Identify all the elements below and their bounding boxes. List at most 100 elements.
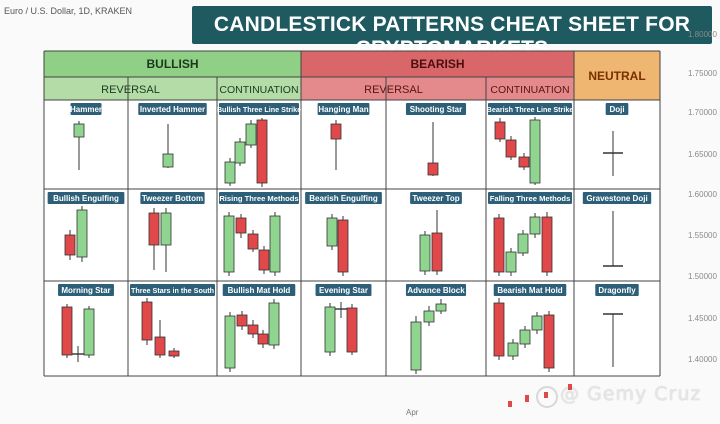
pattern-label-bg: [222, 284, 296, 296]
pattern-label: Shooting Star: [410, 105, 462, 114]
bullish-candle: [245, 123, 257, 146]
bear-continuation-label: CONTINUATION: [490, 84, 569, 96]
bullish-candle: [529, 216, 541, 235]
price-tick: 1.80000: [688, 30, 717, 39]
bullish-candle: [505, 251, 517, 273]
bullish-candle: [529, 119, 541, 184]
pattern-label-bg: [488, 103, 572, 115]
bull-reversal-label: REVERSAL: [101, 84, 160, 96]
price-tick: 1.70000: [688, 108, 717, 117]
pattern-label: Three Stars in the South: [131, 286, 214, 295]
background-candle: [525, 395, 529, 402]
pattern-label: Inverted Hammer: [140, 105, 205, 114]
pattern-label: Morning Star: [61, 286, 110, 295]
bullish-candle: [268, 302, 280, 346]
bearish-candle: [541, 216, 553, 273]
pattern-label-bg: [405, 284, 467, 296]
pattern-label: Bearish Three Line Strike: [487, 105, 574, 114]
bullish-candle: [160, 212, 172, 246]
pattern-label-bg: [410, 192, 462, 204]
bearish-header: [301, 51, 574, 77]
bullish-candle: [519, 329, 531, 345]
price-tick: 1.55000: [688, 231, 717, 240]
pattern-label: Evening Star: [319, 286, 368, 295]
pattern-label: Bullish Engulfing: [53, 194, 119, 203]
title-banner: CANDLESTICK PATTERNS CHEAT SHEET FOR CRY…: [192, 6, 712, 60]
bearish-candle: [543, 314, 555, 369]
pattern-label-bg: [305, 192, 382, 204]
bull-continuation-label: CONTINUATION: [219, 84, 298, 96]
bearish-candle: [256, 119, 268, 184]
watermark: @ Gemy Cruz: [560, 383, 702, 405]
bullish-candle: [435, 303, 447, 312]
pattern-label-bg: [493, 284, 567, 296]
bearish-candle: [493, 217, 505, 273]
bearish-candle: [431, 232, 443, 272]
bearish-candle: [493, 302, 505, 357]
neutral-header: [574, 51, 660, 100]
price-axis[interactable]: 1.80000 1.75000 1.70000 1.65000 1.60000 …: [686, 30, 720, 384]
bullish-label: BULLISH: [147, 57, 199, 71]
pattern-label-bg: [595, 284, 639, 296]
background-candle: [568, 384, 572, 390]
watermark-logo-icon: [536, 386, 558, 408]
bullish-candle: [76, 209, 88, 258]
price-tick: 1.65000: [688, 150, 717, 159]
bullish-candle: [423, 310, 435, 323]
price-tick: 1.60000: [688, 190, 717, 199]
bullish-candle: [410, 321, 422, 371]
bullish-candle: [269, 215, 281, 273]
pattern-label: Tweezer Bottom: [142, 194, 203, 203]
bear-reversal-header: [301, 77, 486, 100]
pattern-label: Bullish Three Line Strike: [217, 105, 301, 114]
bullish-candle: [507, 342, 519, 357]
pattern-label-bg: [488, 192, 572, 204]
bullish-candle: [73, 123, 85, 138]
bearish-candle: [247, 324, 259, 335]
bearish-candle: [337, 219, 349, 273]
pattern-label-bg: [140, 192, 205, 204]
bull-reversal-header: [44, 77, 217, 100]
background-candle: [508, 401, 512, 407]
pattern-label-bg: [317, 103, 370, 115]
bullish-candle: [224, 161, 236, 184]
pattern-label-bg: [405, 103, 467, 115]
pattern-label: Tweezer Top: [412, 194, 459, 203]
pattern-label: Hammer: [70, 105, 102, 114]
pattern-label-bg: [582, 192, 652, 204]
background-candle: [544, 392, 548, 398]
pattern-label-bg: [58, 284, 114, 296]
bearish-candle: [168, 350, 180, 357]
bearish-candle: [148, 212, 160, 246]
price-tick: 1.45000: [688, 314, 717, 323]
pattern-label: Rising Three Methods: [219, 194, 298, 203]
bullish-candle: [162, 153, 174, 168]
bearish-candle: [427, 162, 439, 176]
price-tick: 1.40000: [688, 355, 717, 364]
bullish-candle: [224, 315, 236, 369]
ticker-label: Euro / U.S. Dollar, 1D, KRAKEN: [4, 6, 133, 16]
bearish-candle: [505, 139, 517, 158]
pattern-label: Dragonfly: [598, 286, 636, 295]
bullish-candle: [234, 141, 246, 164]
bullish-candle: [326, 217, 338, 247]
pattern-label-bg: [70, 103, 102, 115]
bearish-candle: [64, 234, 76, 256]
pattern-label: Bullish Mat Hold: [228, 286, 291, 295]
time-axis-label: Apr: [406, 408, 419, 417]
pattern-label: Doji: [609, 105, 624, 114]
bearish-candle: [141, 301, 153, 341]
pattern-label: Hanging Man: [318, 105, 368, 114]
bearish-candle: [235, 217, 247, 234]
pattern-label-bg: [130, 284, 215, 296]
bearish-candle: [346, 307, 358, 353]
pattern-label-bg: [605, 103, 629, 115]
bearish-candle: [518, 156, 530, 168]
bullish-candle: [531, 315, 543, 331]
pattern-label-bg: [219, 192, 299, 204]
neutral-label: NEUTRAL: [588, 69, 645, 83]
bearish-candle: [247, 233, 259, 250]
bullish-candle: [517, 233, 529, 254]
bearish-candle: [154, 336, 166, 356]
